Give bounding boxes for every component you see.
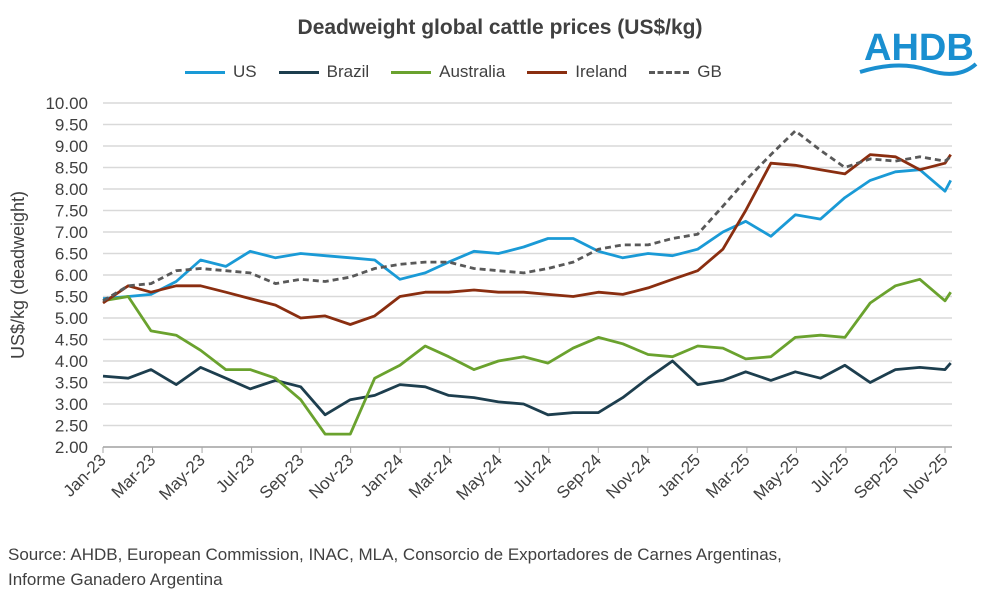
y-tick-label: 6.50 bbox=[55, 245, 88, 264]
legend: US Brazil Australia Ireland GB bbox=[185, 62, 744, 82]
legend-label: Australia bbox=[439, 62, 506, 81]
x-tick-label: Jul-25 bbox=[807, 450, 853, 496]
plot-area: 2.00 2.50 3.00 3.50 4.00 4.50 5.00 5.50 6.00 6.50… bbox=[8, 94, 952, 504]
series-line-brazil bbox=[102, 359, 952, 417]
y-tick-label: 5.00 bbox=[55, 309, 88, 328]
x-tick-label: Jul-23 bbox=[212, 450, 258, 496]
legend-swatch bbox=[649, 70, 690, 74]
x-tick-label: Sep-23 bbox=[256, 450, 308, 502]
legend-item-gb: GB bbox=[649, 62, 722, 82]
x-tick-label: Nov-23 bbox=[305, 450, 357, 502]
y-tick-label: 4.00 bbox=[55, 352, 88, 371]
x-tick-label: Mar-23 bbox=[108, 450, 160, 502]
y-tick-label: 7.50 bbox=[55, 202, 88, 221]
legend-item-us: US bbox=[185, 62, 257, 82]
y-tick-label: 9.00 bbox=[55, 137, 88, 156]
x-tick-label: May-25 bbox=[750, 450, 804, 504]
y-tick-label: 10.00 bbox=[45, 94, 88, 113]
legend-swatch bbox=[391, 70, 432, 74]
x-tick-label: Sep-25 bbox=[850, 450, 902, 502]
legend-label: Ireland bbox=[575, 62, 628, 81]
y-tick-label: 3.50 bbox=[55, 374, 88, 393]
series-line-us bbox=[102, 168, 952, 300]
x-tick-label: Jan-24 bbox=[357, 450, 407, 500]
legend-item-ireland: Ireland bbox=[527, 62, 627, 82]
y-tick-label: 9.50 bbox=[55, 116, 88, 135]
y-tick-label: 7.00 bbox=[55, 223, 88, 242]
chart-title: Deadweight global cattle prices (US$/kg) bbox=[297, 16, 703, 39]
legend-label: US bbox=[233, 62, 257, 81]
y-tick-label: 2.50 bbox=[55, 417, 88, 436]
ahdb-logo: AHDB bbox=[858, 24, 978, 85]
x-tick-label: Mar-24 bbox=[405, 450, 457, 502]
x-tick-label: May-24 bbox=[453, 450, 507, 504]
y-tick-label: 4.50 bbox=[55, 331, 88, 350]
x-tick-label: Jan-25 bbox=[654, 450, 704, 500]
y-tick-label: 2.00 bbox=[55, 438, 88, 457]
x-tick-label: Jul-24 bbox=[509, 450, 555, 496]
legend-label: Brazil bbox=[326, 62, 370, 81]
legend-swatch bbox=[527, 70, 568, 74]
legend-item-brazil: Brazil bbox=[278, 62, 370, 82]
legend-swatch bbox=[185, 70, 225, 74]
x-tick-label: Nov-24 bbox=[602, 450, 654, 502]
legend-item-australia: Australia bbox=[391, 62, 505, 82]
legend-swatch bbox=[278, 70, 319, 74]
y-tick-label: 6.00 bbox=[55, 266, 88, 285]
y-tick-label: 3.00 bbox=[55, 395, 88, 414]
x-tick-label: Sep-24 bbox=[553, 450, 605, 502]
series-line-ireland bbox=[102, 153, 952, 326]
y-tick-label: 8.00 bbox=[55, 180, 88, 199]
y-tick-label: 8.50 bbox=[55, 159, 88, 178]
y-axis-title: US$/kg (deadweight) bbox=[8, 191, 28, 359]
source-note: Source: AHDB, European Commission, INAC,… bbox=[8, 545, 782, 589]
x-tick-label: Jan-23 bbox=[60, 450, 110, 500]
x-tick-label: May-23 bbox=[155, 450, 209, 504]
x-tick-label: Mar-25 bbox=[702, 450, 754, 502]
legend-label: GB bbox=[697, 62, 722, 81]
series-line-australia bbox=[102, 277, 952, 436]
y-tick-label: 5.50 bbox=[55, 288, 88, 307]
logo-text: AHDB bbox=[864, 27, 974, 69]
x-tick-label: Nov-25 bbox=[900, 450, 952, 502]
series-line-gb bbox=[102, 129, 952, 303]
